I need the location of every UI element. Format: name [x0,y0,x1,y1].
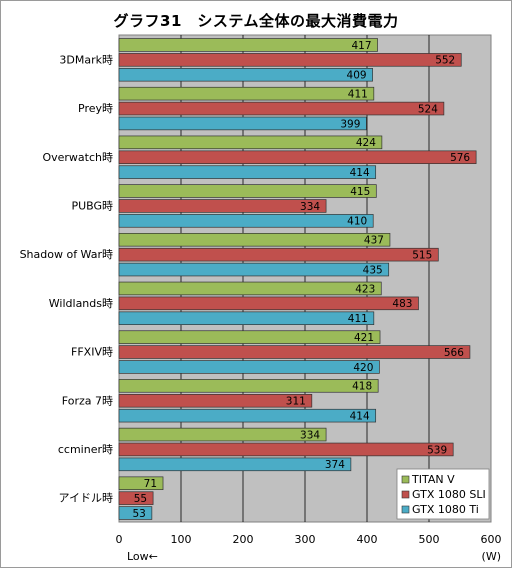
bar [118,345,471,359]
bar [118,184,377,198]
data-label: 55 [134,493,147,505]
bar [118,233,391,247]
data-label: 409 [347,70,367,82]
data-label: 435 [363,264,383,276]
data-label: 53 [132,508,145,520]
data-label: 417 [351,40,371,52]
data-label: 399 [340,118,360,130]
bar [118,150,477,165]
data-label: 424 [356,137,376,149]
data-label: 576 [450,152,470,164]
data-label: 374 [325,459,345,471]
bar [118,476,164,491]
bar [118,506,153,520]
data-label: 423 [355,283,375,295]
bar [118,427,327,442]
data-label: 414 [350,410,370,422]
data-label: 411 [348,313,368,325]
low-label: Low← [127,550,158,563]
x-tick-label: 200 [233,533,254,546]
bar [118,296,419,311]
bar [118,38,378,52]
legend-swatch [401,490,410,499]
data-label: 483 [392,298,412,310]
category-label: Overwatch時 [42,151,113,164]
data-label: 410 [347,216,367,228]
x-tick-label: 500 [419,533,440,546]
bar [118,53,462,67]
bar [118,135,383,150]
data-label: 515 [412,249,432,261]
data-label: 411 [348,88,368,100]
data-label: 524 [418,103,438,115]
bar [118,457,352,472]
legend-label: TITAN V [411,473,455,486]
legend-label: GTX 1080 Ti [412,503,479,516]
bar [118,394,313,408]
data-label: 418 [352,381,372,393]
x-tick-label: 600 [481,533,502,546]
x-tick-label: 0 [116,533,123,546]
bar [118,247,439,262]
legend-swatch [401,475,410,484]
x-unit-label: (W) [482,550,501,563]
bar [118,330,381,344]
category-label: ccminer時 [58,443,113,456]
category-label: Forza 7時 [62,394,113,407]
bar [118,214,374,228]
category-label: PUBG時 [71,199,113,212]
bar [118,262,390,277]
bar [118,86,375,101]
bar [118,199,327,213]
data-label: 420 [353,362,373,374]
data-label: 552 [435,55,455,67]
bar [118,442,454,457]
category-label: 3DMark時 [59,53,113,66]
category-label: FFXIV時 [71,346,113,359]
data-label: 437 [364,235,384,247]
data-label: 334 [300,201,320,213]
bar [118,408,377,423]
bar [118,281,382,296]
bar [118,67,373,82]
chart-title: グラフ31 システム全体の最大消費電力 [113,12,399,30]
bar [118,360,380,374]
data-label: 311 [286,396,306,408]
legend-swatch [401,505,410,514]
category-label: Prey時 [78,102,113,115]
x-tick-label: 400 [357,533,378,546]
data-label: 566 [444,347,464,359]
bar [118,379,379,393]
bar [118,101,445,116]
data-label: 414 [350,167,370,179]
category-label: Wildlands時 [49,297,113,310]
bar [118,116,367,131]
bar [118,311,375,326]
category-label: アイドル時 [59,492,113,505]
x-tick-label: 300 [295,533,316,546]
data-label: 421 [354,332,374,344]
bar [118,491,154,505]
legend [396,468,490,520]
category-label: Shadow of War時 [20,248,113,261]
x-tick-label: 100 [171,533,192,546]
data-label: 539 [427,444,447,456]
bar [118,165,377,179]
legend-label: GTX 1080 SLI [412,488,486,501]
data-label: 334 [300,429,320,441]
data-label: 71 [144,478,157,490]
data-label: 415 [350,186,370,198]
